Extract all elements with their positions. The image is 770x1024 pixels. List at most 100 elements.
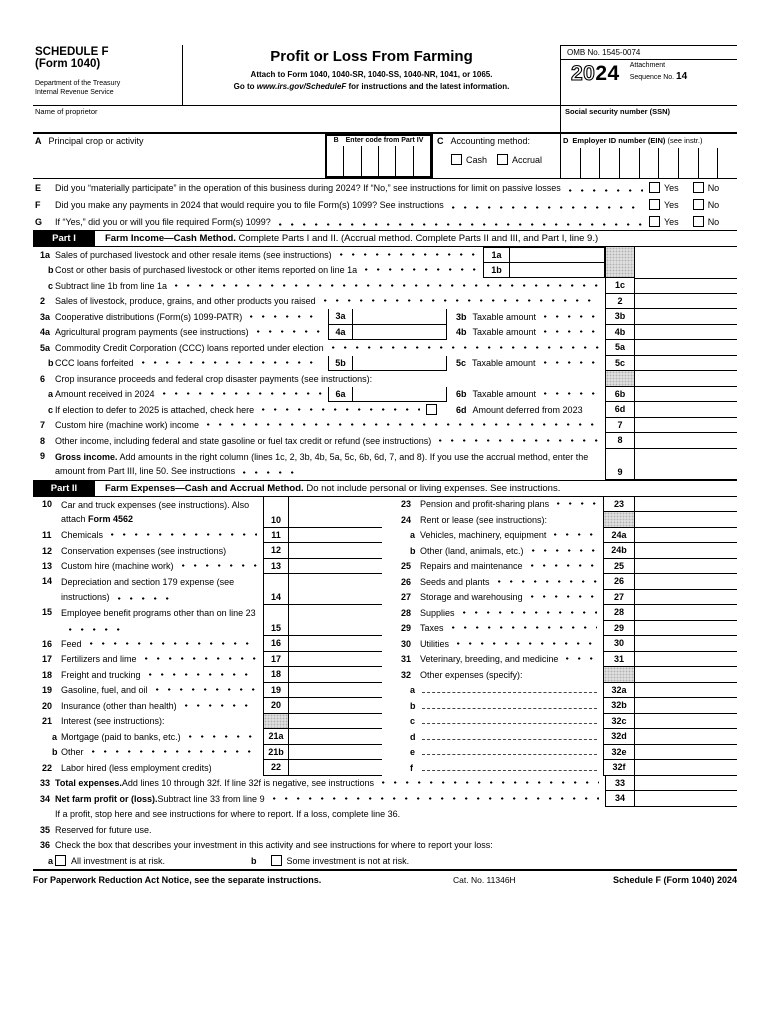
line-3b-amount[interactable]: [635, 309, 737, 325]
ssn-field[interactable]: [561, 116, 737, 132]
line-12-code: 12: [263, 543, 289, 559]
line-32a-amount[interactable]: [635, 683, 737, 698]
line-6-shaded-cell: [605, 371, 635, 387]
proprietor-name-field[interactable]: [33, 116, 560, 132]
line-32d-specify-field[interactable]: [422, 738, 597, 740]
line-32e-specify-field[interactable]: [422, 754, 597, 755]
line-24a-amount[interactable]: [635, 528, 737, 543]
line-12-amount[interactable]: [289, 543, 382, 559]
question-e-no-checkbox[interactable]: [692, 182, 704, 193]
line-36a-checkbox[interactable]: [55, 855, 66, 867]
line-32a-number: a: [410, 685, 416, 696]
line-3a-entry[interactable]: [353, 309, 447, 325]
line-8-amount[interactable]: [635, 433, 737, 449]
line-21b-label: Other: [61, 747, 84, 758]
part4-code-field[interactable]: [327, 146, 430, 176]
line-32f-code: 32f: [603, 760, 635, 776]
line-25-label: Repairs and maintenance: [420, 561, 523, 572]
line-1c-row: c Subtract line 1b from line 1a 1c: [33, 278, 737, 294]
line-5a-label: Commodity Credit Corporation (CCC) loans…: [55, 342, 324, 353]
line-1a-blank: [635, 247, 737, 263]
question-f-yes-checkbox[interactable]: [649, 199, 660, 210]
line-4b-amount[interactable]: [635, 325, 737, 340]
line-14-amount[interactable]: [289, 574, 382, 605]
proprietor-row: Name of proprietor Social security numbe…: [33, 106, 737, 134]
line-30-amount[interactable]: [635, 636, 737, 652]
line-1a-entry[interactable]: [510, 247, 605, 263]
line-8-row: 8 Other income, including federal and st…: [33, 433, 737, 449]
dot-leader: [111, 533, 257, 537]
line-11-amount[interactable]: [289, 528, 382, 543]
line-26-amount[interactable]: [635, 574, 737, 590]
line-6d-amount[interactable]: [635, 402, 737, 418]
line-25-amount[interactable]: [635, 559, 737, 574]
line-15-amount[interactable]: [289, 605, 382, 636]
line-4a-entry[interactable]: [353, 324, 447, 340]
cash-checkbox[interactable]: [451, 154, 462, 165]
line-6b-amount[interactable]: [635, 387, 737, 402]
line-6a-entry[interactable]: [353, 386, 447, 402]
line-6-label: Crop insurance proceeds and federal crop…: [55, 373, 373, 384]
line-32a-specify-field[interactable]: [422, 692, 597, 693]
line-29-amount[interactable]: [635, 621, 737, 636]
paperwork-notice: For Paperwork Reduction Act Notice, see …: [33, 874, 322, 885]
line-7-amount[interactable]: [635, 418, 737, 433]
line-32f-specify-field[interactable]: [422, 769, 597, 771]
line-33-amount[interactable]: [635, 776, 737, 791]
line-1b-entry[interactable]: [510, 262, 605, 278]
line-5b-label: CCC loans forfeited: [55, 358, 134, 369]
line-32c-amount[interactable]: [635, 714, 737, 729]
line-26-number: 26: [401, 576, 412, 587]
line-22-amount[interactable]: [289, 760, 382, 776]
line-32b-specify-field[interactable]: [422, 707, 597, 709]
line-17-amount[interactable]: [289, 652, 382, 667]
line-3b-label: Taxable amount: [472, 311, 537, 322]
line-32a-code: 32a: [603, 682, 635, 698]
line-28-amount[interactable]: [635, 605, 737, 621]
line-8-number: 8: [40, 435, 46, 446]
line-32f-amount[interactable]: [635, 760, 737, 776]
line-21-shaded-cell: [263, 713, 289, 729]
line-5c-amount[interactable]: [635, 356, 737, 371]
line-27-amount[interactable]: [635, 590, 737, 605]
line-23-amount[interactable]: [635, 497, 737, 512]
line-20-amount[interactable]: [289, 698, 382, 714]
question-g-no-checkbox[interactable]: [692, 216, 704, 227]
line-21b-code: 21b: [263, 744, 289, 760]
line-1c-amount[interactable]: [635, 278, 737, 294]
line-14-code: 14: [263, 574, 289, 605]
line-9-amount[interactable]: [635, 449, 737, 480]
line-13-amount[interactable]: [289, 559, 382, 574]
line-27-label: Storage and warehousing: [420, 592, 523, 603]
line-16-amount[interactable]: [289, 636, 382, 652]
line-34-amount[interactable]: [635, 791, 737, 807]
line-19-amount[interactable]: [289, 683, 382, 698]
line-18-amount[interactable]: [289, 667, 382, 683]
line-32e-amount[interactable]: [635, 745, 737, 760]
line-24b-amount[interactable]: [635, 543, 737, 559]
line-15-number: 15: [42, 607, 53, 617]
line-32c-specify-field[interactable]: [422, 723, 597, 724]
line-2-amount[interactable]: [635, 294, 737, 309]
principal-crop-field[interactable]: [33, 144, 325, 178]
accrual-checkbox[interactable]: [497, 154, 509, 165]
line-18-code: 18: [263, 667, 289, 683]
question-g-yes-checkbox[interactable]: [649, 216, 660, 227]
line-31-amount[interactable]: [635, 652, 737, 667]
line-5a-amount[interactable]: [635, 340, 737, 356]
line-32b-amount[interactable]: [635, 698, 737, 714]
ein-field[interactable]: [561, 148, 737, 178]
question-e-yes-checkbox[interactable]: [649, 182, 660, 193]
line-21a-amount[interactable]: [289, 729, 382, 745]
line-10-amount[interactable]: [289, 497, 382, 528]
dot-leader: [144, 657, 257, 661]
line-5b-entry[interactable]: [353, 355, 447, 371]
line-32d-amount[interactable]: [635, 729, 737, 745]
line-36b-checkbox[interactable]: [270, 855, 282, 867]
line-10-row: 10 Car and truck expenses (see instructi…: [33, 496, 382, 528]
line-6c-checkbox[interactable]: [426, 404, 437, 416]
line-21b-amount[interactable]: [289, 745, 382, 760]
question-f-no-checkbox[interactable]: [692, 199, 704, 210]
line-29-number: 29: [401, 623, 412, 634]
attachment-label: Attachment: [629, 62, 666, 69]
